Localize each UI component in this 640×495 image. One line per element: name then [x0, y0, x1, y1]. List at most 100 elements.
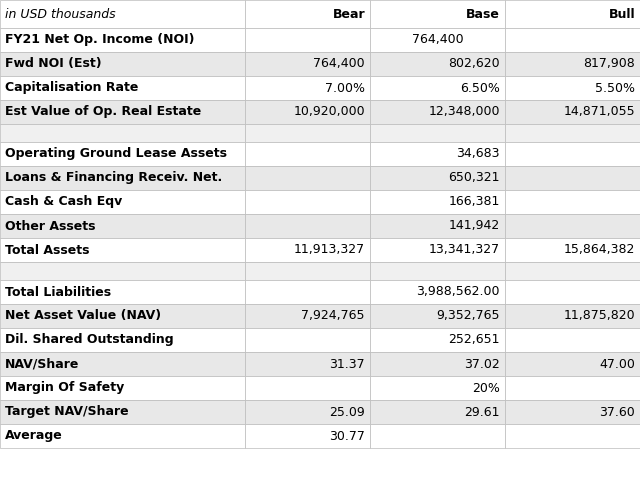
Text: 34,683: 34,683: [456, 148, 500, 160]
Bar: [0, 190, 245, 214]
Bar: [0, 352, 245, 376]
Text: 25.09: 25.09: [329, 405, 365, 418]
Bar: [245, 124, 370, 142]
Bar: [505, 424, 640, 448]
Text: Dil. Shared Outstanding: Dil. Shared Outstanding: [5, 334, 173, 346]
Bar: [505, 400, 640, 424]
Text: 11,875,820: 11,875,820: [563, 309, 635, 323]
Bar: [505, 328, 640, 352]
Text: 37.60: 37.60: [599, 405, 635, 418]
Bar: [505, 124, 640, 142]
Bar: [0, 52, 245, 76]
Bar: [370, 400, 505, 424]
Bar: [245, 400, 370, 424]
Bar: [245, 52, 370, 76]
Text: 30.77: 30.77: [329, 430, 365, 443]
Text: 7.00%: 7.00%: [325, 82, 365, 95]
Bar: [505, 262, 640, 280]
Bar: [0, 166, 245, 190]
Bar: [505, 166, 640, 190]
Bar: [0, 124, 245, 142]
Bar: [505, 280, 640, 304]
Bar: [245, 262, 370, 280]
Bar: [0, 280, 245, 304]
Bar: [370, 238, 505, 262]
Bar: [505, 28, 640, 52]
Bar: [505, 376, 640, 400]
Bar: [505, 100, 640, 124]
Bar: [0, 76, 245, 100]
Bar: [0, 214, 245, 238]
Bar: [245, 214, 370, 238]
Text: Est Value of Op. Real Estate: Est Value of Op. Real Estate: [5, 105, 201, 118]
Bar: [370, 100, 505, 124]
Text: 13,341,327: 13,341,327: [429, 244, 500, 256]
Bar: [245, 376, 370, 400]
Text: 6.50%: 6.50%: [460, 82, 500, 95]
Text: Base: Base: [466, 7, 500, 20]
Bar: [505, 142, 640, 166]
Bar: [0, 0, 245, 28]
Bar: [370, 190, 505, 214]
Text: 47.00: 47.00: [599, 357, 635, 370]
Bar: [505, 304, 640, 328]
Bar: [370, 328, 505, 352]
Bar: [505, 214, 640, 238]
Text: 37.02: 37.02: [464, 357, 500, 370]
Bar: [245, 190, 370, 214]
Text: 20%: 20%: [472, 382, 500, 395]
Text: Target NAV/Share: Target NAV/Share: [5, 405, 129, 418]
Bar: [0, 376, 245, 400]
Bar: [370, 0, 505, 28]
Bar: [245, 328, 370, 352]
Text: 764,400: 764,400: [412, 34, 463, 47]
Bar: [370, 28, 505, 52]
Text: 9,352,765: 9,352,765: [436, 309, 500, 323]
Bar: [370, 166, 505, 190]
Bar: [0, 142, 245, 166]
Bar: [370, 304, 505, 328]
Text: Bear: Bear: [332, 7, 365, 20]
Bar: [370, 262, 505, 280]
Bar: [0, 100, 245, 124]
Bar: [370, 280, 505, 304]
Bar: [0, 400, 245, 424]
Bar: [370, 76, 505, 100]
Text: 166,381: 166,381: [449, 196, 500, 208]
Bar: [505, 352, 640, 376]
Bar: [245, 304, 370, 328]
Text: FY21 Net Op. Income (NOI): FY21 Net Op. Income (NOI): [5, 34, 195, 47]
Bar: [505, 0, 640, 28]
Bar: [370, 424, 505, 448]
Bar: [245, 424, 370, 448]
Text: 31.37: 31.37: [330, 357, 365, 370]
Text: 10,920,000: 10,920,000: [293, 105, 365, 118]
Bar: [370, 214, 505, 238]
Bar: [245, 238, 370, 262]
Bar: [0, 424, 245, 448]
Bar: [505, 52, 640, 76]
Text: 29.61: 29.61: [465, 405, 500, 418]
Text: 802,620: 802,620: [449, 57, 500, 70]
Text: 650,321: 650,321: [449, 171, 500, 185]
Bar: [370, 352, 505, 376]
Text: 5.50%: 5.50%: [595, 82, 635, 95]
Text: 764,400: 764,400: [314, 57, 365, 70]
Text: Average: Average: [5, 430, 63, 443]
Bar: [370, 142, 505, 166]
Bar: [370, 124, 505, 142]
Bar: [245, 0, 370, 28]
Text: 14,871,055: 14,871,055: [563, 105, 635, 118]
Bar: [0, 328, 245, 352]
Text: Other Assets: Other Assets: [5, 219, 95, 233]
Bar: [245, 142, 370, 166]
Text: 141,942: 141,942: [449, 219, 500, 233]
Text: Capitalisation Rate: Capitalisation Rate: [5, 82, 138, 95]
Text: Total Liabilities: Total Liabilities: [5, 286, 111, 298]
Bar: [0, 238, 245, 262]
Text: Loans & Financing Receiv. Net.: Loans & Financing Receiv. Net.: [5, 171, 222, 185]
Text: in USD thousands: in USD thousands: [5, 7, 116, 20]
Text: 3,988,562.00: 3,988,562.00: [417, 286, 500, 298]
Bar: [245, 76, 370, 100]
Bar: [245, 166, 370, 190]
